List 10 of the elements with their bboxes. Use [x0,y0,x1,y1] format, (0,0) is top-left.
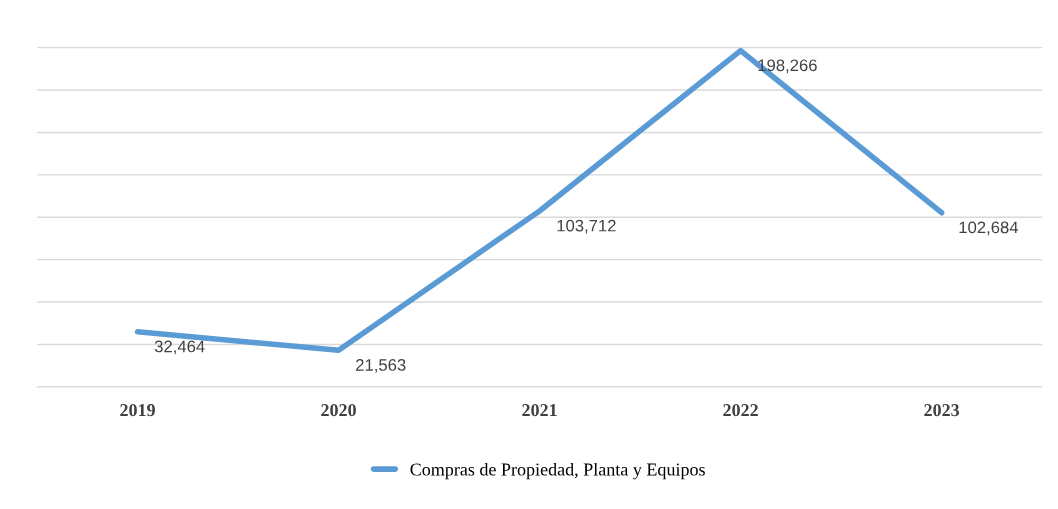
x-tick-label: 2023 [924,404,960,417]
data-label: 102,684 [959,221,1019,236]
data-label: 21,563 [356,359,406,373]
x-tick-label: 2019 [120,404,155,417]
data-label: 103,712 [557,219,616,234]
data-label: 32,464 [154,340,205,355]
x-tick-label: 2022 [723,404,758,417]
x-tick-label: 2021 [522,404,557,417]
x-tick-label: 2020 [321,404,356,417]
legend-label: Compras de Propiedad, Planta y Equipos [410,462,705,480]
